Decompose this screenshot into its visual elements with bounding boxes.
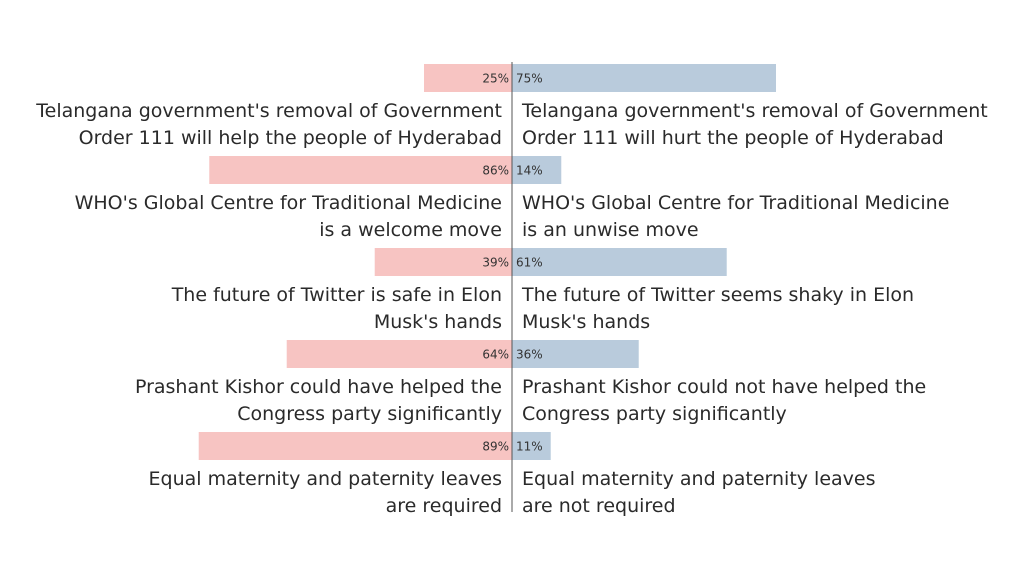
bar-right-1 (512, 64, 776, 92)
left-statement-line: are required (386, 495, 502, 517)
left-statement-line: Equal maternity and paternity leaves (149, 468, 503, 490)
right-statement-line: The future of Twitter seems shaky in Elo… (521, 284, 914, 306)
left-percent-label: 25% (482, 72, 509, 86)
left-statement-line: Telangana government's removal of Govern… (35, 100, 502, 122)
left-statement-line: is a welcome move (319, 219, 502, 241)
right-statement-line: Prashant Kishor could not have helped th… (522, 376, 926, 398)
left-statement-line: WHO's Global Centre for Traditional Medi… (75, 192, 502, 214)
left-percent-label: 86% (482, 164, 509, 178)
left-statement-line: Congress party significantly (237, 403, 502, 425)
right-statement-line: WHO's Global Centre for Traditional Medi… (522, 192, 949, 214)
right-statement-line: Musk's hands (522, 311, 650, 333)
bar-left-5 (198, 432, 512, 460)
bar-right-3 (512, 248, 727, 276)
right-percent-label: 11% (516, 440, 543, 454)
right-statement-line: Order 111 will hurt the people of Hydera… (522, 127, 944, 149)
bars-layer: 25% 75% 86% 14% 39% 61% 64% 36% 89% 11% (198, 64, 776, 460)
right-statement-line: Equal maternity and paternity leaves (522, 468, 876, 490)
left-statement-line: Order 111 will help the people of Hydera… (79, 127, 502, 149)
right-statement-line: Telangana government's removal of Govern… (521, 100, 988, 122)
left-statement-line: The future of Twitter is safe in Elon (171, 284, 502, 306)
left-percent-label: 39% (482, 256, 509, 270)
bar-left-1 (424, 64, 512, 92)
left-percent-label: 89% (482, 440, 509, 454)
bar-right-5 (512, 432, 551, 460)
right-statement-line: is an unwise move (522, 219, 699, 241)
left-percent-label: 64% (482, 348, 509, 362)
right-statement-line: are not required (522, 495, 676, 517)
bar-left-4 (286, 340, 512, 368)
left-statement-line: Prashant Kishor could have helped the (135, 376, 502, 398)
bar-right-2 (512, 156, 562, 184)
bar-left-3 (374, 248, 512, 276)
right-percent-label: 36% (516, 348, 543, 362)
right-statement-line: Congress party significantly (522, 403, 787, 425)
bar-right-4 (512, 340, 639, 368)
statements-layer: Telangana government's removal of Govern… (35, 100, 987, 517)
right-percent-label: 61% (516, 256, 543, 270)
right-percent-label: 14% (516, 164, 543, 178)
bar-left-2 (209, 156, 512, 184)
right-percent-label: 75% (516, 72, 543, 86)
left-statement-line: Musk's hands (374, 311, 502, 333)
